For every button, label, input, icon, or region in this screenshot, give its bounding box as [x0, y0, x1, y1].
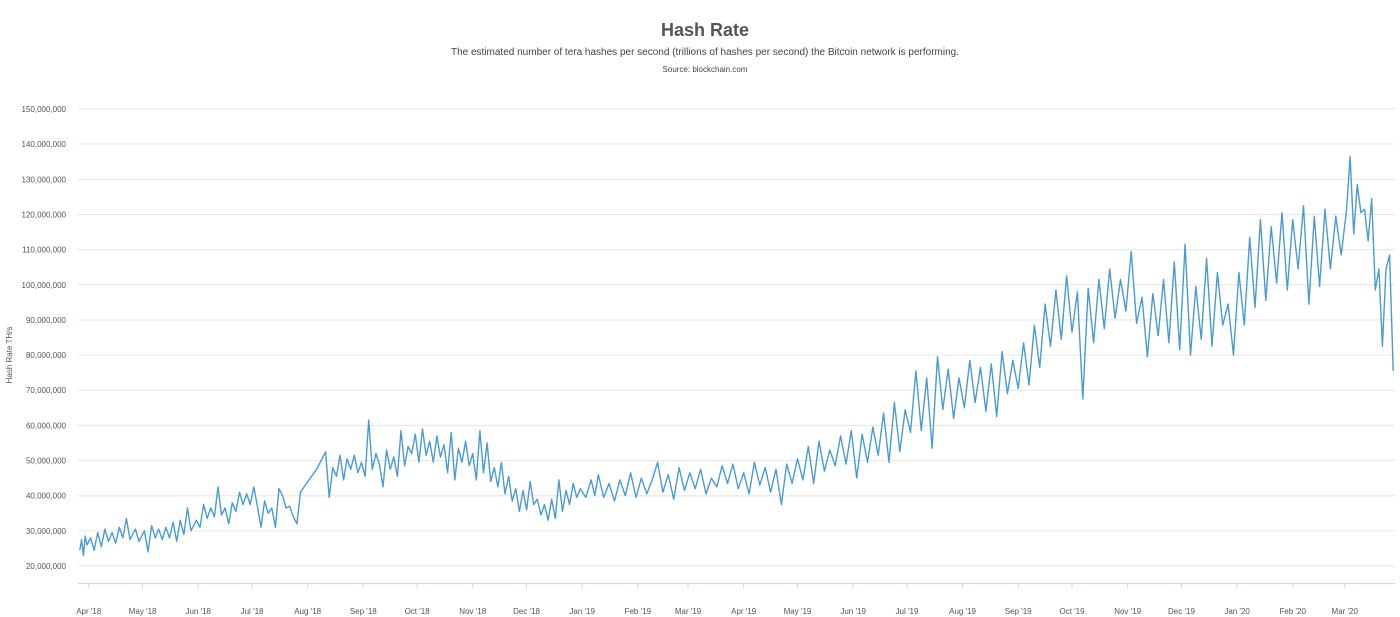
- y-tick-label: 150,000,000: [22, 105, 67, 114]
- x-tick-label: Feb '19: [625, 607, 652, 616]
- y-axis-label: Hash Rate TH/s: [5, 327, 14, 384]
- x-tick-label: Jun '19: [840, 607, 866, 616]
- x-tick-label: Mar '19: [675, 607, 702, 616]
- x-tick-label: Jan '20: [1224, 607, 1250, 616]
- y-tick-label: 50,000,000: [26, 457, 67, 466]
- x-tick-label: Sep '18: [350, 607, 377, 616]
- x-tick-label: Aug '18: [294, 607, 321, 616]
- x-tick-label: Apr '19: [731, 607, 757, 616]
- y-tick-label: 20,000,000: [26, 562, 67, 571]
- x-tick-label: Apr '18: [76, 607, 102, 616]
- x-tick-label: Dec '19: [1168, 607, 1195, 616]
- x-tick-label: Mar '20: [1332, 607, 1359, 616]
- x-tick-label: Oct '18: [405, 607, 431, 616]
- x-tick-label: Aug '19: [949, 607, 976, 616]
- x-tick-label: Jan '19: [569, 607, 595, 616]
- y-tick-label: 120,000,000: [22, 210, 67, 219]
- y-tick-label: 80,000,000: [26, 351, 67, 360]
- x-axis-ticks: Apr '18 May '18 Jun '18 Jul '18 Aug '18 Sep '…: [76, 583, 1359, 616]
- y-tick-label: 30,000,000: [26, 527, 67, 536]
- x-tick-label: Dec '18: [513, 607, 540, 616]
- x-tick-label: Sep '19: [1005, 607, 1032, 616]
- x-tick-label: Jun '18: [185, 607, 211, 616]
- x-tick-label: Feb '20: [1280, 607, 1307, 616]
- y-tick-label: 60,000,000: [26, 421, 67, 430]
- x-tick-label: May '18: [129, 607, 157, 616]
- x-tick-label: May '19: [784, 607, 812, 616]
- x-tick-label: Nov '18: [459, 607, 486, 616]
- chart-source: Source: blockchain.com: [662, 65, 748, 74]
- series-layer: [79, 155, 1394, 557]
- y-tick-label: 90,000,000: [26, 316, 67, 325]
- y-tick-label: 40,000,000: [26, 492, 67, 501]
- chart-subtitle: The estimated number of tera hashes per …: [450, 47, 960, 58]
- x-tick-label: Jul '18: [241, 607, 264, 616]
- x-tick-label: Jul '19: [896, 607, 919, 616]
- y-tick-label: 70,000,000: [26, 386, 67, 395]
- y-tick-label: 100,000,000: [22, 281, 67, 290]
- chart-title: Hash Rate: [660, 20, 750, 40]
- hash-rate-series-line: [79, 155, 1394, 557]
- y-tick-label: 130,000,000: [22, 175, 67, 184]
- x-tick-label: Nov '19: [1114, 607, 1141, 616]
- y-tick-label: 140,000,000: [22, 140, 67, 149]
- y-axis-ticks: 20,000,000 30,000,000 40,000,000 50,000,000…: [22, 105, 67, 571]
- gridlines: [78, 108, 1395, 585]
- x-tick-label: Oct '19: [1059, 607, 1085, 616]
- y-tick-label: 110,000,000: [22, 246, 66, 255]
